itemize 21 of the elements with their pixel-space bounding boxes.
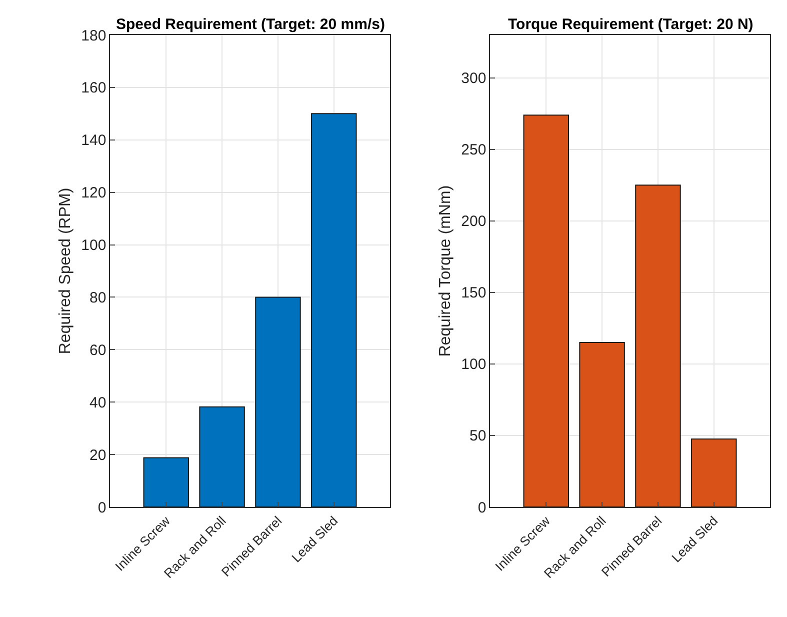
y-axis-title: Required Speed (RPM) — [57, 188, 74, 354]
y-tick-label: 50 — [470, 428, 486, 445]
y-tick-label: 300 — [461, 70, 486, 88]
chart-title: Torque Requirement (Target: 20 N) — [508, 16, 754, 33]
y-tick-label: 140 — [81, 132, 106, 150]
y-tick-label: 150 — [461, 284, 486, 302]
y-tick-label: 200 — [461, 213, 486, 230]
y-tick-label: 160 — [81, 80, 106, 97]
y-tick-label: 0 — [98, 499, 106, 516]
y-tick-label: 250 — [461, 142, 486, 159]
chart-title: Speed Requirement (Target: 20 mm/s) — [116, 16, 385, 33]
y-tick-label: 40 — [90, 394, 106, 412]
y-tick-label: 20 — [90, 446, 106, 464]
y-axis-title: Required Torque (mNm) — [437, 185, 454, 357]
y-tick-label: 60 — [90, 342, 106, 359]
y-tick-label: 80 — [90, 289, 106, 306]
y-tick-label: 100 — [81, 237, 106, 254]
y-tick-label: 180 — [81, 27, 106, 44]
y-tick-label: 120 — [81, 184, 106, 202]
y-tick-label: 0 — [478, 499, 486, 516]
y-tick-label: 100 — [461, 356, 486, 374]
